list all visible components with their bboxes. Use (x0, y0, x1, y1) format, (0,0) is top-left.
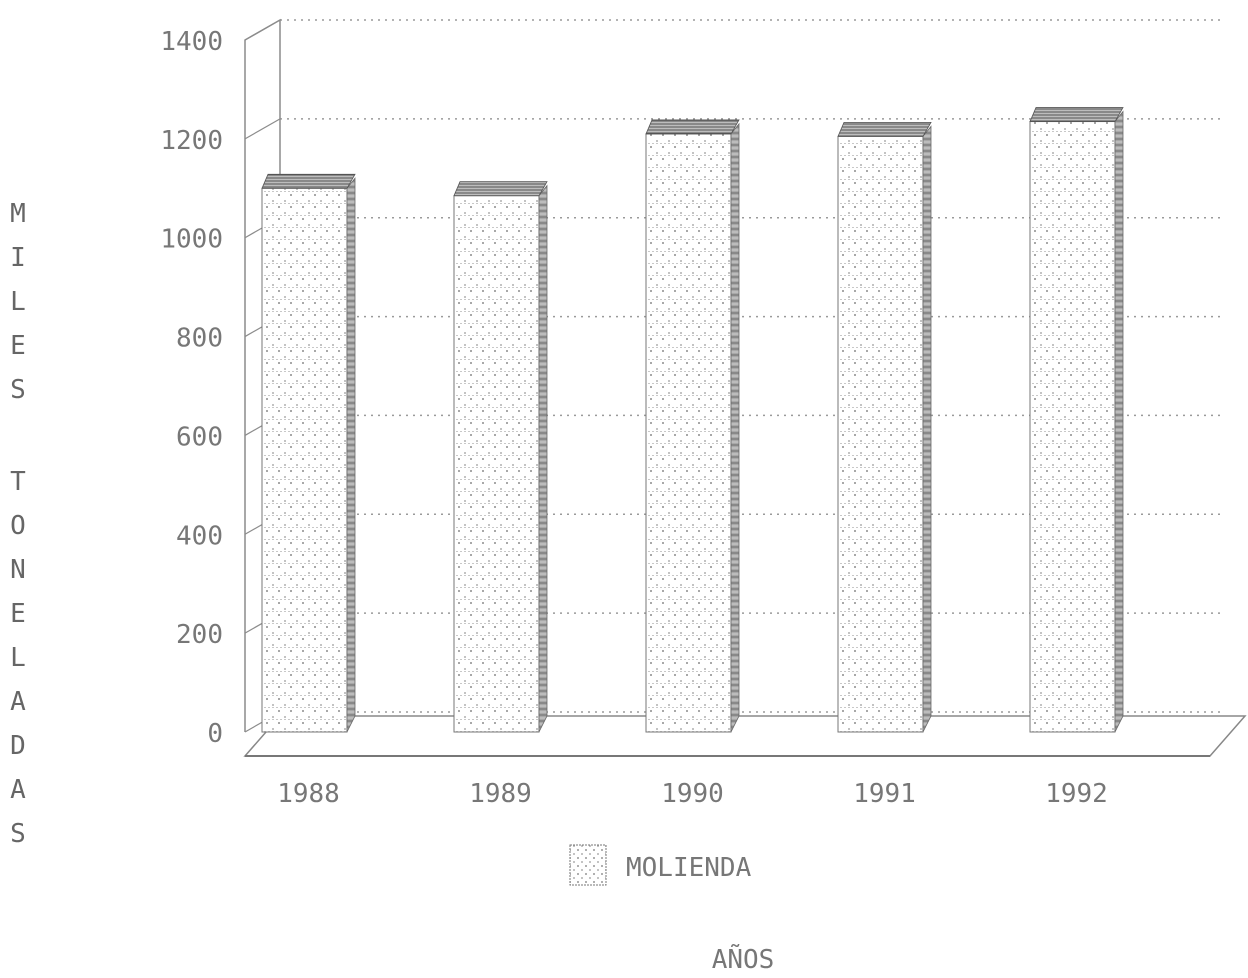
y-tick-label: 200 (176, 620, 223, 650)
bar-side (922, 125, 932, 733)
y-tick-label: 1400 (160, 27, 223, 57)
bar-side (1114, 110, 1124, 733)
y-tick-label: 800 (176, 324, 223, 354)
tick-labels: 0 200 400 600 800 1000 1200 1400 1988 1989 1990 199… (160, 27, 1107, 809)
y-axis-title-letter: T (10, 467, 26, 497)
bar-top (453, 181, 548, 197)
y-tick-label: 1200 (160, 126, 223, 156)
bar-face (1029, 121, 1116, 733)
x-tick-label: 1991 (853, 779, 916, 809)
legend: MOLIENDA (569, 844, 752, 886)
bar-face (645, 133, 732, 733)
bar-face (837, 135, 924, 733)
bar (645, 119, 740, 733)
y-axis-title-letter: I (10, 243, 26, 273)
bar-side (730, 122, 740, 733)
bar-top (645, 119, 740, 135)
x-tick-label: 1990 (661, 779, 724, 809)
bar-face (261, 187, 348, 733)
y-axis-title-letter: E (10, 599, 26, 629)
x-tick-label: 1992 (1045, 779, 1108, 809)
y-tick-label: 1000 (160, 225, 223, 255)
y-tick-label: 600 (176, 422, 223, 452)
legend-label: MOLIENDA (626, 853, 752, 883)
y-axis-title-letter: O (10, 511, 26, 541)
legend-swatch (569, 844, 607, 886)
bar-top (837, 121, 932, 137)
y-axis-title-letter: M (10, 199, 26, 229)
y-tick-label: 0 (207, 719, 223, 749)
bar-top (1029, 107, 1124, 122)
bar (837, 121, 932, 733)
y-axis-title-letter: S (10, 819, 26, 849)
bar (453, 181, 548, 733)
y-axis-title-letter: A (10, 687, 26, 717)
bar (1029, 107, 1124, 733)
y-axis-title-letter: A (10, 775, 26, 805)
y-tick-label: 400 (176, 521, 223, 551)
x-axis-title: AÑOS (712, 943, 775, 974)
x-tick-label: 1989 (469, 779, 532, 809)
bar-side (538, 184, 548, 733)
bar-top (261, 173, 356, 189)
y-axis-title-letter: N (10, 555, 26, 585)
bar-face (453, 195, 540, 733)
y-tick-connector (244, 19, 281, 41)
bar (261, 173, 356, 733)
bars (261, 107, 1124, 733)
y-axis-title-letter: E (10, 331, 26, 361)
y-axis-title-letter: L (10, 643, 26, 673)
y-axis-title-letter: S (10, 375, 26, 405)
y-axis-title-letter: D (10, 731, 26, 761)
x-tick-label: 1988 (277, 779, 340, 809)
y-axis-title-letter: L (10, 287, 26, 317)
y-tick-connector (244, 118, 281, 140)
bar-side (346, 177, 356, 733)
